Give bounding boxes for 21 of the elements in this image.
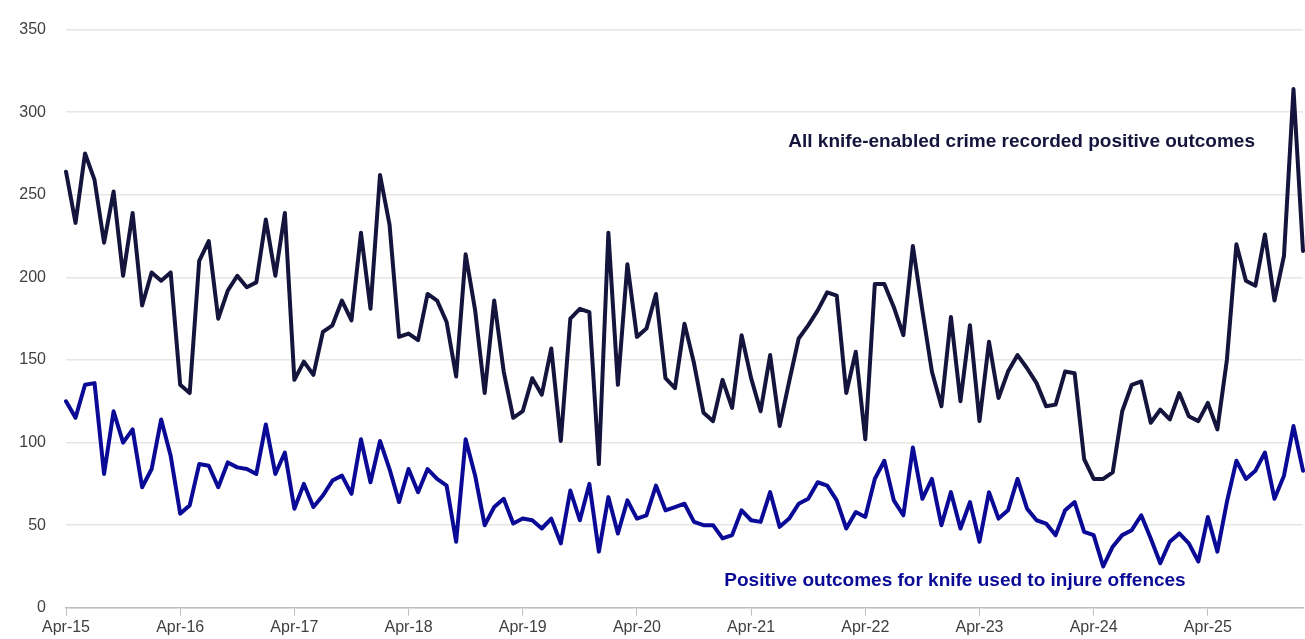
y-tick-label: 250 bbox=[19, 185, 47, 203]
series-label: All knife-enabled crime recorded positive outcomes bbox=[788, 130, 1255, 152]
x-tick-label: Apr-18 bbox=[384, 617, 433, 635]
x-tick-label: Apr-16 bbox=[156, 617, 205, 635]
y-tick-label: 350 bbox=[19, 20, 47, 38]
x-tick-label: Apr-21 bbox=[727, 617, 776, 635]
y-tick-label: 200 bbox=[19, 267, 47, 285]
series-label: Positive outcomes for knife used to injure offences bbox=[724, 569, 1186, 591]
x-tick-label: Apr-20 bbox=[612, 617, 662, 635]
y-tick-label: 300 bbox=[19, 102, 47, 120]
x-tick-label: Apr-22 bbox=[841, 617, 890, 635]
x-tick-label: Apr-24 bbox=[1069, 617, 1118, 635]
y-tick-label: 50 bbox=[28, 515, 47, 533]
y-tick-label: 0 bbox=[37, 598, 47, 616]
x-tick-label: Apr-19 bbox=[498, 617, 547, 635]
x-tick-label: Apr-15 bbox=[41, 617, 91, 635]
y-tick-label: 150 bbox=[19, 350, 47, 368]
x-tick-label: Apr-25 bbox=[1183, 617, 1232, 635]
x-tick-label: Apr-17 bbox=[270, 617, 319, 635]
y-tick-label: 100 bbox=[19, 433, 47, 451]
x-tick-label: Apr-23 bbox=[955, 617, 1004, 635]
